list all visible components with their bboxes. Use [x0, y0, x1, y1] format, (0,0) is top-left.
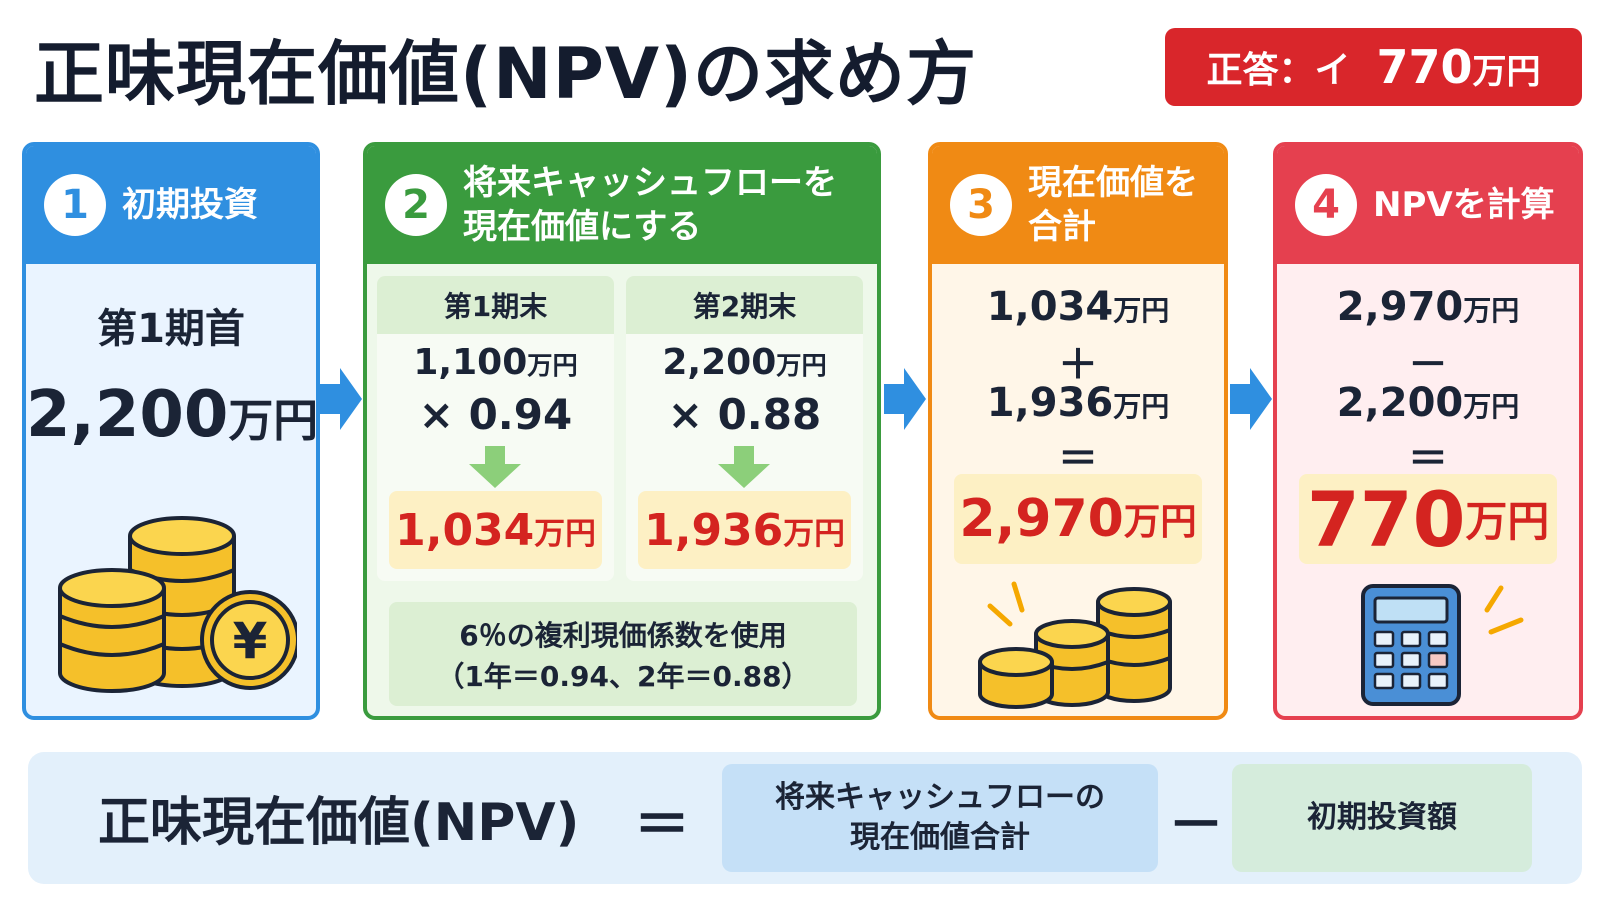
step-3-number: 3	[950, 174, 1012, 236]
step-3-sum-present-values: 3 現在価値を 合計 1,034万円 ＋ 1,936万円 ＝ 2,970 万円	[928, 142, 1228, 720]
period-1-cash-unit: 万円	[527, 351, 578, 380]
step-1-header: 1 初期投資	[26, 146, 316, 264]
period-2-result: 1,936	[644, 504, 784, 556]
period-2-cash: 2,200	[662, 342, 777, 383]
period-2-result-unit: 万円	[783, 515, 845, 552]
step-4-result: 770	[1306, 474, 1466, 564]
yen-coins-icon: ¥	[58, 516, 297, 693]
step-3-b-line: 1,936万円	[932, 380, 1224, 426]
flow-arrow-icon	[320, 368, 362, 430]
formula-initial-investment: 初期投資額	[1232, 764, 1532, 872]
step-4-number: 4	[1295, 174, 1357, 236]
answer-label: 正答：イ	[1206, 50, 1351, 91]
formula-lhs: 正味現在価値(NPV)	[98, 793, 580, 853]
coin-stacks-icon	[978, 581, 1172, 709]
step-1-amount-line: 2,200万円	[26, 378, 316, 452]
down-arrow-icon	[469, 446, 521, 488]
step-3-title: 現在価値を 合計	[1028, 161, 1198, 249]
step-3-result: 2,970	[959, 489, 1124, 549]
step-3-plus: ＋	[1058, 342, 1098, 388]
step-4-title: NPVを計算	[1373, 184, 1555, 225]
period-2-result-line: 1,936 万円	[638, 491, 851, 569]
step-1-period: 第1期首	[97, 306, 245, 352]
period-1-result: 1,034	[395, 504, 535, 556]
step-4-a: 2,970	[1336, 284, 1464, 330]
period-1-result-unit: 万円	[534, 515, 596, 552]
period-2-label: 第2期末	[626, 276, 863, 334]
note-line-2: （1年＝0.94、2年＝0.88）	[436, 659, 810, 693]
answer-value: 770	[1376, 40, 1473, 94]
step-2-title: 将来キャッシュフローを 現在価値にする	[463, 161, 837, 249]
step-4-b-unit: 万円	[1463, 390, 1520, 423]
period-1-cash: 1,100	[413, 342, 528, 383]
formula-future-cf-pv-total: 将来キャッシュフローの 現在価値合計	[722, 764, 1158, 872]
period-1-label: 第1期末	[377, 276, 614, 334]
step-3-b: 1,936	[986, 380, 1114, 426]
calculator-icon	[1361, 584, 1524, 706]
period-2-box: 第2期末 2,200万円 × 0.88 1,936 万円	[626, 276, 863, 581]
answer-unit: 万円	[1472, 52, 1541, 92]
step-1-initial-investment: 1 初期投資 第1期首 2,200万円 ¥	[22, 142, 320, 720]
step-2-title-line-1: 将来キャッシュフローを	[463, 162, 837, 203]
step-1-number: 1	[44, 174, 106, 236]
answer-badge: 正答：イ 770万円	[1165, 28, 1582, 106]
step-2-title-line-2: 現在価値にする	[463, 207, 702, 247]
step-2-discount-cashflows: 2 将来キャッシュフローを 現在価値にする 第1期末 1,100万円 × 0.9…	[363, 142, 881, 720]
npv-formula-bar: 正味現在価値(NPV) ＝ 将来キャッシュフローの 現在価値合計 － 初期投資額	[28, 752, 1582, 884]
step-3-title-line-1: 現在価値を	[1028, 162, 1198, 203]
step-3-a-line: 1,034万円	[932, 284, 1224, 330]
step-3-a: 1,034	[986, 284, 1114, 330]
step-3-a-unit: 万円	[1113, 294, 1170, 327]
step-1-amount: 2,200	[26, 378, 229, 452]
step-1-title: 初期投資	[122, 184, 258, 225]
formula-equals: ＝	[634, 793, 690, 858]
step-2-header: 2 将来キャッシュフローを 現在価値にする	[367, 146, 877, 264]
step-3-result-unit: 万円	[1123, 500, 1197, 543]
down-arrow-icon	[718, 446, 770, 488]
step-3-b-unit: 万円	[1113, 390, 1170, 423]
step-4-header: 4 NPVを計算	[1277, 146, 1579, 264]
step-4-b: 2,200	[1336, 380, 1464, 426]
period-2-factor: × 0.88	[667, 390, 822, 439]
step-1-unit: 万円	[228, 394, 319, 447]
step-4-result-box: 770 万円	[1299, 474, 1557, 564]
period-2-cash-unit: 万円	[776, 351, 827, 380]
step-4-b-line: 2,200万円	[1277, 380, 1579, 426]
step-4-a-unit: 万円	[1463, 294, 1520, 327]
step-4-calculate-npv: 4 NPVを計算 2,970万円 － 2,200万円 ＝ 770 万円	[1273, 142, 1583, 720]
formula-minus: －	[1168, 793, 1224, 858]
step-2-number: 2	[385, 174, 447, 236]
page-title: 正味現在価値(NPV)の求め方	[34, 33, 978, 115]
formula-term1-line-1: 将来キャッシュフローの	[775, 779, 1105, 815]
step-3-header: 3 現在価値を 合計	[932, 146, 1224, 264]
step-3-result-box: 2,970 万円	[954, 474, 1202, 564]
discount-factor-note: 6％の複利現価係数を使用 （1年＝0.94、2年＝0.88）	[389, 602, 857, 706]
period-2-cash-line: 2,200万円	[626, 342, 863, 383]
period-1-factor: × 0.94	[418, 390, 573, 439]
period-1-box: 第1期末 1,100万円 × 0.94 1,034 万円	[377, 276, 614, 581]
flow-arrow-icon	[884, 368, 926, 430]
period-1-result-line: 1,034 万円	[389, 491, 602, 569]
step-4-a-line: 2,970万円	[1277, 284, 1579, 330]
note-line-1: 6％の複利現価係数を使用	[459, 619, 787, 652]
flow-arrow-icon	[1230, 368, 1272, 430]
step-3-title-line-2: 合計	[1028, 207, 1096, 247]
formula-term1-line-2: 現在価値合計	[850, 820, 1030, 855]
step-4-result-unit: 万円	[1465, 497, 1550, 546]
period-1-cash-line: 1,100万円	[377, 342, 614, 383]
svg-text:¥: ¥	[233, 612, 268, 670]
step-4-minus: －	[1408, 342, 1448, 388]
